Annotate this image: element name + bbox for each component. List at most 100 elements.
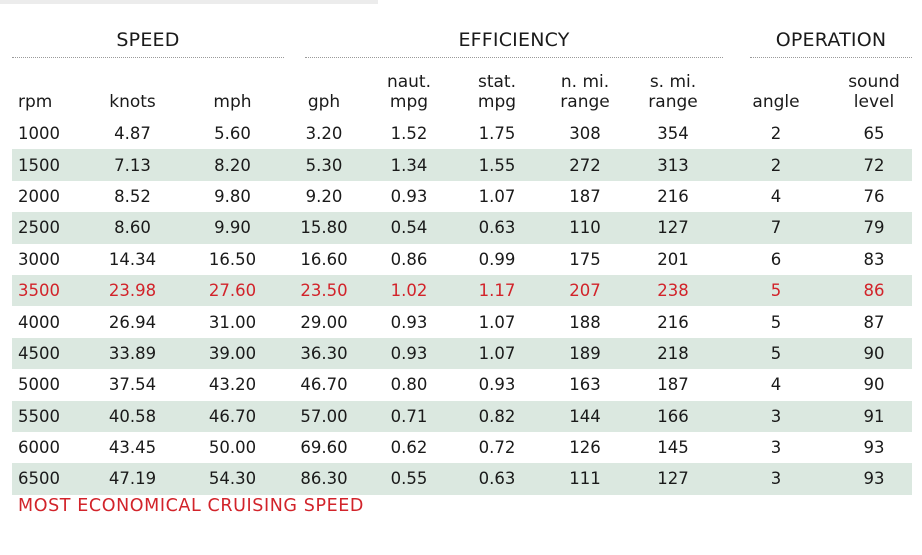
- table-row: 1500 7.13 8.20 5.30 1.34 1.55 272 313 2 72: [12, 149, 912, 181]
- cell-sound-level: 93: [863, 438, 885, 458]
- cell-gph: 86.30: [300, 469, 348, 489]
- cell-smi-range: 145: [657, 438, 689, 458]
- col-mph-header: mph: [213, 92, 252, 112]
- cell-sound-level: 90: [863, 343, 885, 363]
- cell-rpm: 3500: [18, 281, 60, 301]
- cell-naut-mpg: 0.93: [390, 343, 428, 363]
- cell-mph: 9.90: [214, 218, 251, 238]
- cell-knots: 43.45: [108, 438, 157, 458]
- cell-stat-mpg: 0.93: [478, 375, 516, 395]
- cell-stat-mpg: 0.82: [478, 406, 516, 426]
- cell-gph: 5.30: [305, 155, 343, 175]
- cell-angle: 5: [770, 312, 782, 332]
- table-row: 6500 47.19 54.30 86.30 0.55 0.63 111 127 3 93: [12, 463, 912, 495]
- cell-stat-mpg: 0.99: [478, 249, 516, 269]
- cell-nmi-range: 144: [569, 406, 601, 426]
- cell-gph: 57.00: [300, 406, 348, 426]
- cell-stat-mpg: 0.72: [478, 438, 516, 458]
- speed-group-rule: [12, 57, 284, 58]
- cell-angle: 3: [770, 469, 782, 489]
- cell-mph: 8.20: [214, 155, 251, 175]
- cell-smi-range: 127: [657, 218, 689, 238]
- cell-knots: 14.34: [108, 249, 157, 269]
- cell-gph: 29.00: [300, 312, 348, 332]
- cell-naut-mpg: 1.34: [390, 155, 428, 175]
- column-header-row: rpm knots mph gph naut. mpg stat. mpg n. m…: [12, 58, 912, 118]
- operation-group-header: OPERATION: [750, 29, 912, 58]
- cell-smi-range: 313: [657, 155, 689, 175]
- economical-speed-note: MOST ECONOMICAL CRUISING SPEED: [18, 496, 364, 516]
- cell-gph: 3.20: [305, 124, 343, 144]
- cell-rpm: 1500: [18, 155, 60, 175]
- cell-mph: 54.30: [208, 469, 257, 489]
- col-naut-mpg-header: naut. mpg: [386, 72, 432, 112]
- cell-sound-level: 65: [863, 124, 885, 144]
- cell-stat-mpg: 1.75: [478, 124, 516, 144]
- cell-naut-mpg: 0.71: [390, 406, 428, 426]
- cell-angle: 7: [770, 218, 782, 238]
- table-row: 2000 8.52 9.80 9.20 0.93 1.07 187 216 4 76: [12, 181, 912, 212]
- cell-sound-level: 79: [863, 218, 885, 238]
- cell-naut-mpg: 0.62: [390, 438, 428, 458]
- cell-nmi-range: 163: [569, 375, 601, 395]
- table-row: 1000 4.87 5.60 3.20 1.52 1.75 308 354 2 65: [12, 118, 912, 149]
- cell-mph: 27.60: [208, 281, 257, 301]
- efficiency-group-rule: [305, 57, 723, 58]
- cell-angle: 5: [770, 281, 782, 301]
- cell-nmi-range: 111: [569, 469, 601, 489]
- cell-angle: 2: [770, 124, 782, 144]
- cell-smi-range: 201: [657, 249, 689, 269]
- cell-gph: 15.80: [300, 218, 348, 238]
- cell-knots: 4.87: [114, 124, 151, 144]
- cell-naut-mpg: 0.80: [390, 375, 428, 395]
- performance-table: rpm knots mph gph naut. mpg stat. mpg n. m…: [12, 58, 912, 495]
- cell-nmi-range: 188: [569, 312, 601, 332]
- cell-rpm: 5500: [18, 406, 60, 426]
- cell-smi-range: 187: [657, 375, 689, 395]
- cell-knots: 47.19: [108, 469, 157, 489]
- efficiency-group-header: EFFICIENCY: [305, 29, 723, 58]
- table-row: 5500 40.58 46.70 57.00 0.71 0.82 144 166 3 91: [12, 400, 912, 432]
- cell-sound-level: 87: [863, 312, 885, 332]
- cell-naut-mpg: 0.55: [390, 469, 428, 489]
- cell-stat-mpg: 1.07: [478, 186, 516, 206]
- table-row: 4000 26.94 31.00 29.00 0.93 1.07 188 216 5 87: [12, 306, 912, 337]
- cell-sound-level: 83: [863, 249, 885, 269]
- cell-stat-mpg: 0.63: [478, 218, 516, 238]
- cell-knots: 23.98: [108, 281, 157, 301]
- cell-rpm: 3000: [18, 249, 60, 269]
- cell-angle: 4: [770, 186, 782, 206]
- cell-mph: 5.60: [214, 124, 251, 144]
- cell-gph: 69.60: [300, 438, 348, 458]
- cell-knots: 40.58: [108, 406, 157, 426]
- cell-nmi-range: 272: [569, 155, 601, 175]
- cell-nmi-range: 207: [569, 281, 601, 301]
- col-stat-mpg-header: stat. mpg: [477, 72, 517, 112]
- cell-stat-mpg: 1.07: [478, 343, 516, 363]
- cell-rpm: 5000: [18, 375, 60, 395]
- cell-naut-mpg: 0.86: [390, 249, 428, 269]
- cell-knots: 7.13: [114, 155, 151, 175]
- top-divider: [0, 0, 378, 4]
- cell-naut-mpg: 0.54: [390, 218, 428, 238]
- table-row: 3500 23.98 27.60 23.50 1.02 1.17 207 238 5 86: [12, 274, 912, 307]
- col-angle-header: angle: [752, 92, 800, 112]
- cell-smi-range: 218: [657, 343, 689, 363]
- cell-gph: 9.20: [305, 186, 343, 206]
- cell-sound-level: 91: [863, 406, 885, 426]
- cell-rpm: 2500: [18, 218, 60, 238]
- cell-angle: 3: [770, 438, 782, 458]
- cell-nmi-range: 175: [569, 249, 601, 269]
- cell-angle: 4: [770, 375, 782, 395]
- cell-gph: 16.60: [300, 249, 348, 269]
- cell-nmi-range: 110: [569, 218, 601, 238]
- cell-knots: 8.52: [114, 186, 151, 206]
- cell-angle: 2: [770, 155, 782, 175]
- cell-nmi-range: 126: [569, 438, 601, 458]
- cell-mph: 46.70: [208, 406, 257, 426]
- cell-stat-mpg: 1.17: [478, 281, 516, 301]
- cell-smi-range: 166: [657, 406, 689, 426]
- cell-rpm: 6000: [18, 438, 60, 458]
- cell-naut-mpg: 1.02: [390, 281, 428, 301]
- cell-angle: 6: [770, 249, 782, 269]
